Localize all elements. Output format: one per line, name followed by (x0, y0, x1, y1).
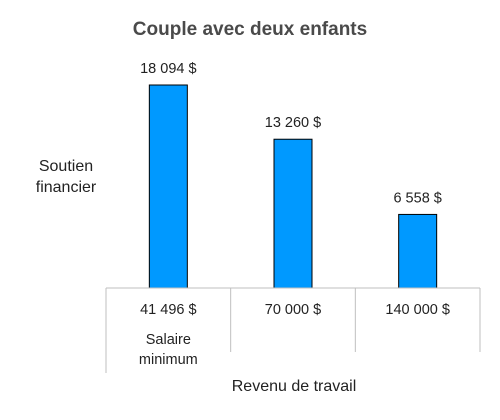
x-tick-label-3: 140 000 $ (385, 302, 450, 318)
data-label-3: 6 558 $ (393, 190, 441, 206)
x-tick-sublabel-1-2: minimum (139, 352, 198, 368)
data-label-1: 18 094 $ (140, 61, 196, 77)
bar-3 (398, 213, 438, 289)
category-table: 41 496 $ Salaire minimum 70 000 $ 140 000 $ (105, 287, 481, 373)
x-tick-label-1: 41 496 $ (140, 302, 196, 318)
x-tick-label-2: 70 000 $ (265, 302, 321, 318)
plot-area: 18 094 $ 13 260 $ 6 558 $ (140, 61, 442, 289)
y-axis-label-line-2: financier (36, 179, 97, 196)
y-axis-label-line-1: Soutien (39, 158, 93, 175)
data-label-2: 13 260 $ (265, 115, 321, 131)
x-tick-sublabel-1-1: Salaire (146, 332, 191, 348)
bar-2 (273, 138, 313, 289)
chart-title: Couple avec deux enfants (133, 19, 367, 40)
bar-1 (148, 84, 188, 289)
x-axis-label: Revenu de travail (232, 378, 357, 395)
